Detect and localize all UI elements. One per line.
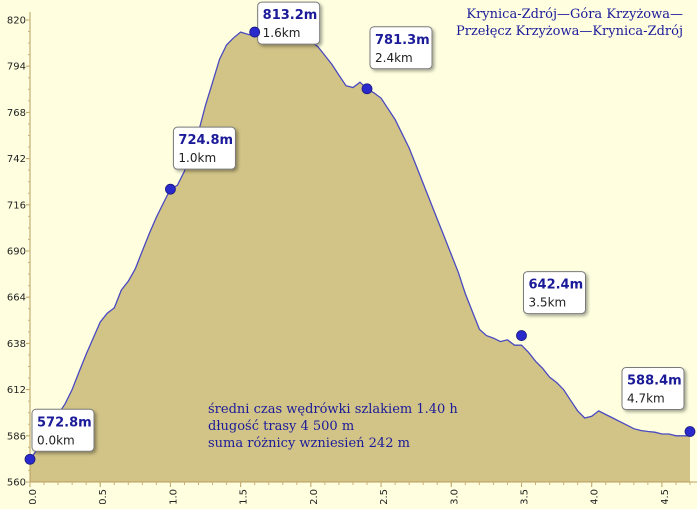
point-distance-label: 0.0km xyxy=(37,433,75,447)
y-tick-label: 794 xyxy=(7,62,26,73)
x-tick-label: 4.5 xyxy=(660,489,671,504)
chart-title-line: Przełęcz Krzyżowa—Krynica-Zdrój xyxy=(456,24,683,39)
info-line-ascent: suma różnicy wzniesień 242 m xyxy=(208,436,410,451)
point-distance-label: 1.0km xyxy=(178,151,216,165)
y-tick-label: 638 xyxy=(7,339,26,350)
elevation-line xyxy=(29,31,690,460)
point-elevation-label: 642.4m xyxy=(528,278,583,293)
point-marker xyxy=(249,26,261,38)
y-tick-label: 716 xyxy=(7,200,26,211)
y-tick-label: 586 xyxy=(7,431,26,442)
point-distance-label: 2.4km xyxy=(375,51,413,65)
y-tick-label: 768 xyxy=(7,108,26,119)
y-tick-label: 612 xyxy=(7,385,26,396)
y-tick-label: 742 xyxy=(7,154,26,165)
point-label-box xyxy=(522,271,586,315)
point-label-box xyxy=(621,367,685,411)
point-marker xyxy=(361,83,373,95)
info-layer: średni czas wędrówki szlakiem 1.40 h dłu… xyxy=(208,402,458,451)
point-distance-label: 4.7km xyxy=(627,392,665,406)
point-elevation-label: 813.2m xyxy=(263,8,318,23)
y-tick-label: 690 xyxy=(7,247,26,258)
point-label-box xyxy=(31,408,95,452)
x-tick-label: 2.5 xyxy=(379,489,390,504)
point-label-box xyxy=(369,26,433,70)
y-tick-label: 560 xyxy=(7,478,26,489)
info-line-length: długość trasy 4 500 m xyxy=(208,419,354,434)
point-distance-label: 3.5km xyxy=(528,296,566,310)
point-marker xyxy=(684,426,696,437)
x-tick-label: 0.0 xyxy=(28,489,39,504)
points-layer: 572.8m 0.0km 724.8m 1.0km 813.2m 1.6km 781.3m 2… xyxy=(24,1,696,465)
point-marker xyxy=(516,330,527,341)
point-marker xyxy=(165,183,176,195)
x-tick-label: 1.0 xyxy=(168,489,179,504)
point-label-box xyxy=(257,1,321,45)
x-tick-label: 2.0 xyxy=(309,489,320,504)
axes-layer: 560 586 612 638 664 690 716 742 768 794 820 0.0 0.5 1… xyxy=(7,12,697,505)
x-tick-label: 4.0 xyxy=(590,489,601,504)
point-distance-label: 1.6km xyxy=(263,26,301,40)
x-tick-label: 3.0 xyxy=(449,489,460,504)
point-label-box xyxy=(172,126,236,170)
point-elevation-label: 781.3m xyxy=(375,33,430,48)
point-elevation-label: 724.8m xyxy=(178,133,233,148)
x-tick-label: 0.5 xyxy=(98,489,109,504)
chart-title-line: Krynica-Zdrój—Góra Krzyżowa— xyxy=(466,7,683,22)
point-marker xyxy=(24,453,36,465)
point-elevation-label: 572.8m xyxy=(37,415,92,430)
y-tick-label: 664 xyxy=(7,293,26,304)
x-tick-label: 3.5 xyxy=(519,489,530,504)
title-layer: Krynica-Zdrój—Góra Krzyżowa— Przełęcz Krz… xyxy=(456,7,683,39)
y-tick-label: 820 xyxy=(7,16,26,27)
info-line-time: średni czas wędrówki szlakiem 1.40 h xyxy=(208,402,458,417)
point-elevation-label: 588.4m xyxy=(627,374,682,389)
x-tick-label: 1.5 xyxy=(239,489,250,504)
